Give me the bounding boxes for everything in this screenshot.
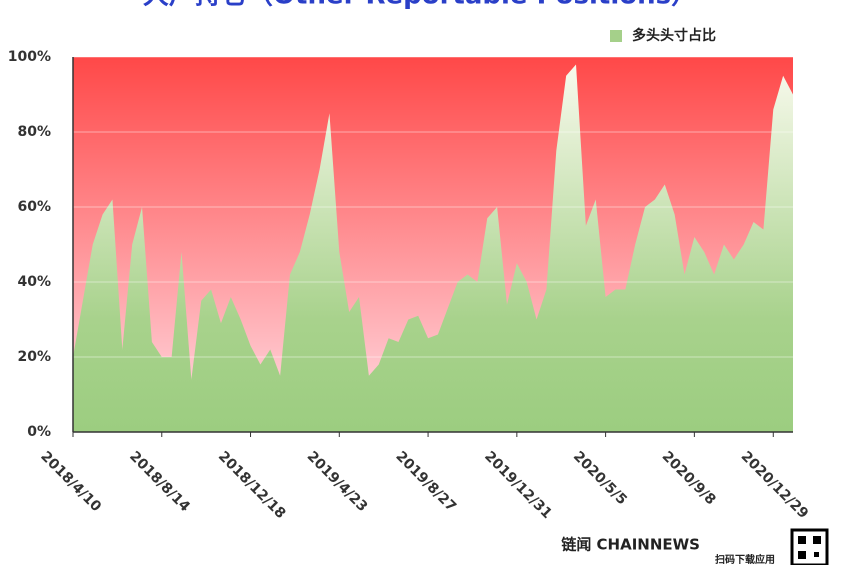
x-tick-label: 2019/8/27 — [392, 448, 459, 515]
y-tick-label: 80% — [17, 124, 51, 140]
x-tick-label: 2018/4/10 — [37, 448, 104, 515]
x-tick-label: 2020/9/8 — [659, 448, 719, 508]
brand: 链闻 CHAINNEWS — [561, 536, 700, 554]
x-tick-label: 2018/12/18 — [215, 448, 289, 522]
x-tick-label: 2020/12/29 — [738, 448, 812, 522]
x-tick-label: 2020/5/5 — [570, 448, 630, 508]
legend-swatch — [610, 30, 622, 42]
y-tick-label: 0% — [27, 424, 51, 440]
tagline: 扫码下载应用 — [715, 553, 775, 565]
x-tick-label: 2019/12/31 — [481, 448, 555, 522]
y-tick-label: 100% — [8, 49, 51, 65]
qr-code — [790, 528, 829, 565]
legend-label: 多头头寸占比 — [632, 27, 716, 44]
area — [73, 64, 793, 432]
x-tick-label: 2018/8/14 — [126, 448, 193, 515]
chart-title: 大户持仓（Other Reportable Positions） — [143, 0, 697, 11]
y-tick-label: 60% — [17, 199, 51, 215]
x-tick-label: 2019/4/23 — [304, 448, 371, 515]
y-tick-label: 40% — [17, 274, 51, 290]
y-tick-label: 20% — [17, 349, 51, 365]
